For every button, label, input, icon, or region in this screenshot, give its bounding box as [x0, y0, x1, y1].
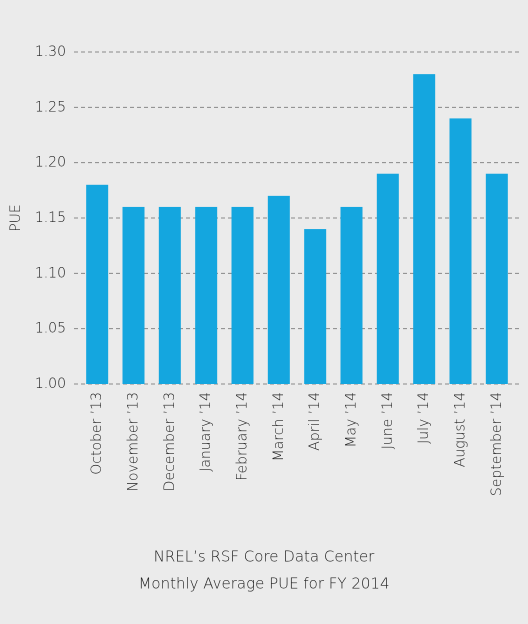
chart-title: NREL’s RSF Core Data Center [154, 548, 376, 566]
y-tick-label: 1.20 [35, 155, 66, 171]
y-tick-label: 1.30 [35, 44, 66, 60]
bar [340, 206, 363, 384]
bar [449, 118, 472, 385]
bar [267, 195, 290, 384]
bar [86, 184, 109, 384]
x-tick-label: October ’13 [89, 392, 105, 475]
y-tick-label: 1.00 [35, 376, 66, 392]
y-tick-label: 1.15 [35, 210, 66, 226]
x-tick-label: June ’14 [380, 392, 396, 449]
y-axis-label: PUE [8, 204, 24, 232]
y-tick-label: 1.25 [35, 99, 66, 115]
y-tick-label: 1.05 [35, 321, 66, 337]
x-tick-label: August ’14 [453, 392, 469, 467]
chart-title: Monthly Average PUE for FY 2014 [138, 575, 389, 593]
bar [413, 74, 436, 384]
x-tick-label: May ’14 [344, 392, 360, 448]
bar [485, 173, 508, 384]
x-tick-label: April ’14 [307, 392, 323, 451]
bar [158, 206, 181, 384]
x-tick-label: January ’14 [198, 392, 214, 472]
x-tick-label: November ’13 [126, 392, 142, 492]
bar [195, 206, 218, 384]
bar [122, 206, 145, 384]
x-tick-label: September ’14 [489, 392, 505, 496]
bar [304, 229, 327, 384]
bar [376, 173, 399, 384]
y-tick-label: 1.10 [35, 265, 66, 281]
x-tick-label: February ’14 [235, 392, 251, 481]
x-tick-label: December ’13 [162, 392, 178, 491]
bar [231, 206, 254, 384]
x-tick-label: March ’14 [271, 392, 287, 461]
x-tick-label: July ’14 [416, 392, 432, 444]
